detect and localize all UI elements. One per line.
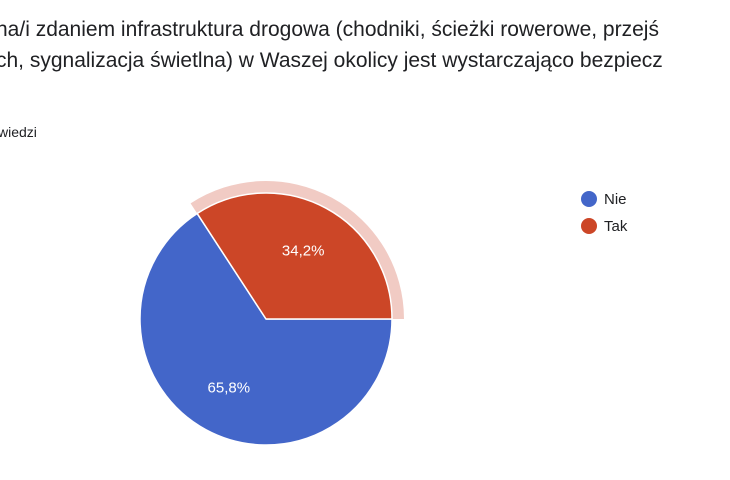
chart-legend: Nie Tak (581, 191, 628, 235)
legend-label-tak[interactable]: Tak (604, 218, 628, 235)
question-title: na/i zdaniem infrastruktura drogowa (cho… (0, 14, 730, 76)
legend-marker-nie[interactable] (581, 191, 597, 207)
legend-marker-tak[interactable] (581, 218, 597, 234)
question-title-line-1: na/i zdaniem infrastruktura drogowa (cho… (0, 18, 659, 41)
pie-label-tak: 34,2% (282, 242, 325, 259)
pie-label-nie: 65,8% (208, 380, 251, 397)
pie-slice-tak[interactable] (196, 192, 393, 320)
question-title-line-2: ch, sygnalizacja świetlna) w Waszej okol… (0, 49, 663, 72)
legend-label-nie[interactable]: Nie (604, 191, 627, 208)
pie-slice-nie[interactable] (139, 212, 393, 446)
response-count: wiedzi (0, 124, 37, 140)
pie-labels: 65,8% 34,2% (208, 242, 325, 396)
pie-slices (139, 180, 405, 446)
